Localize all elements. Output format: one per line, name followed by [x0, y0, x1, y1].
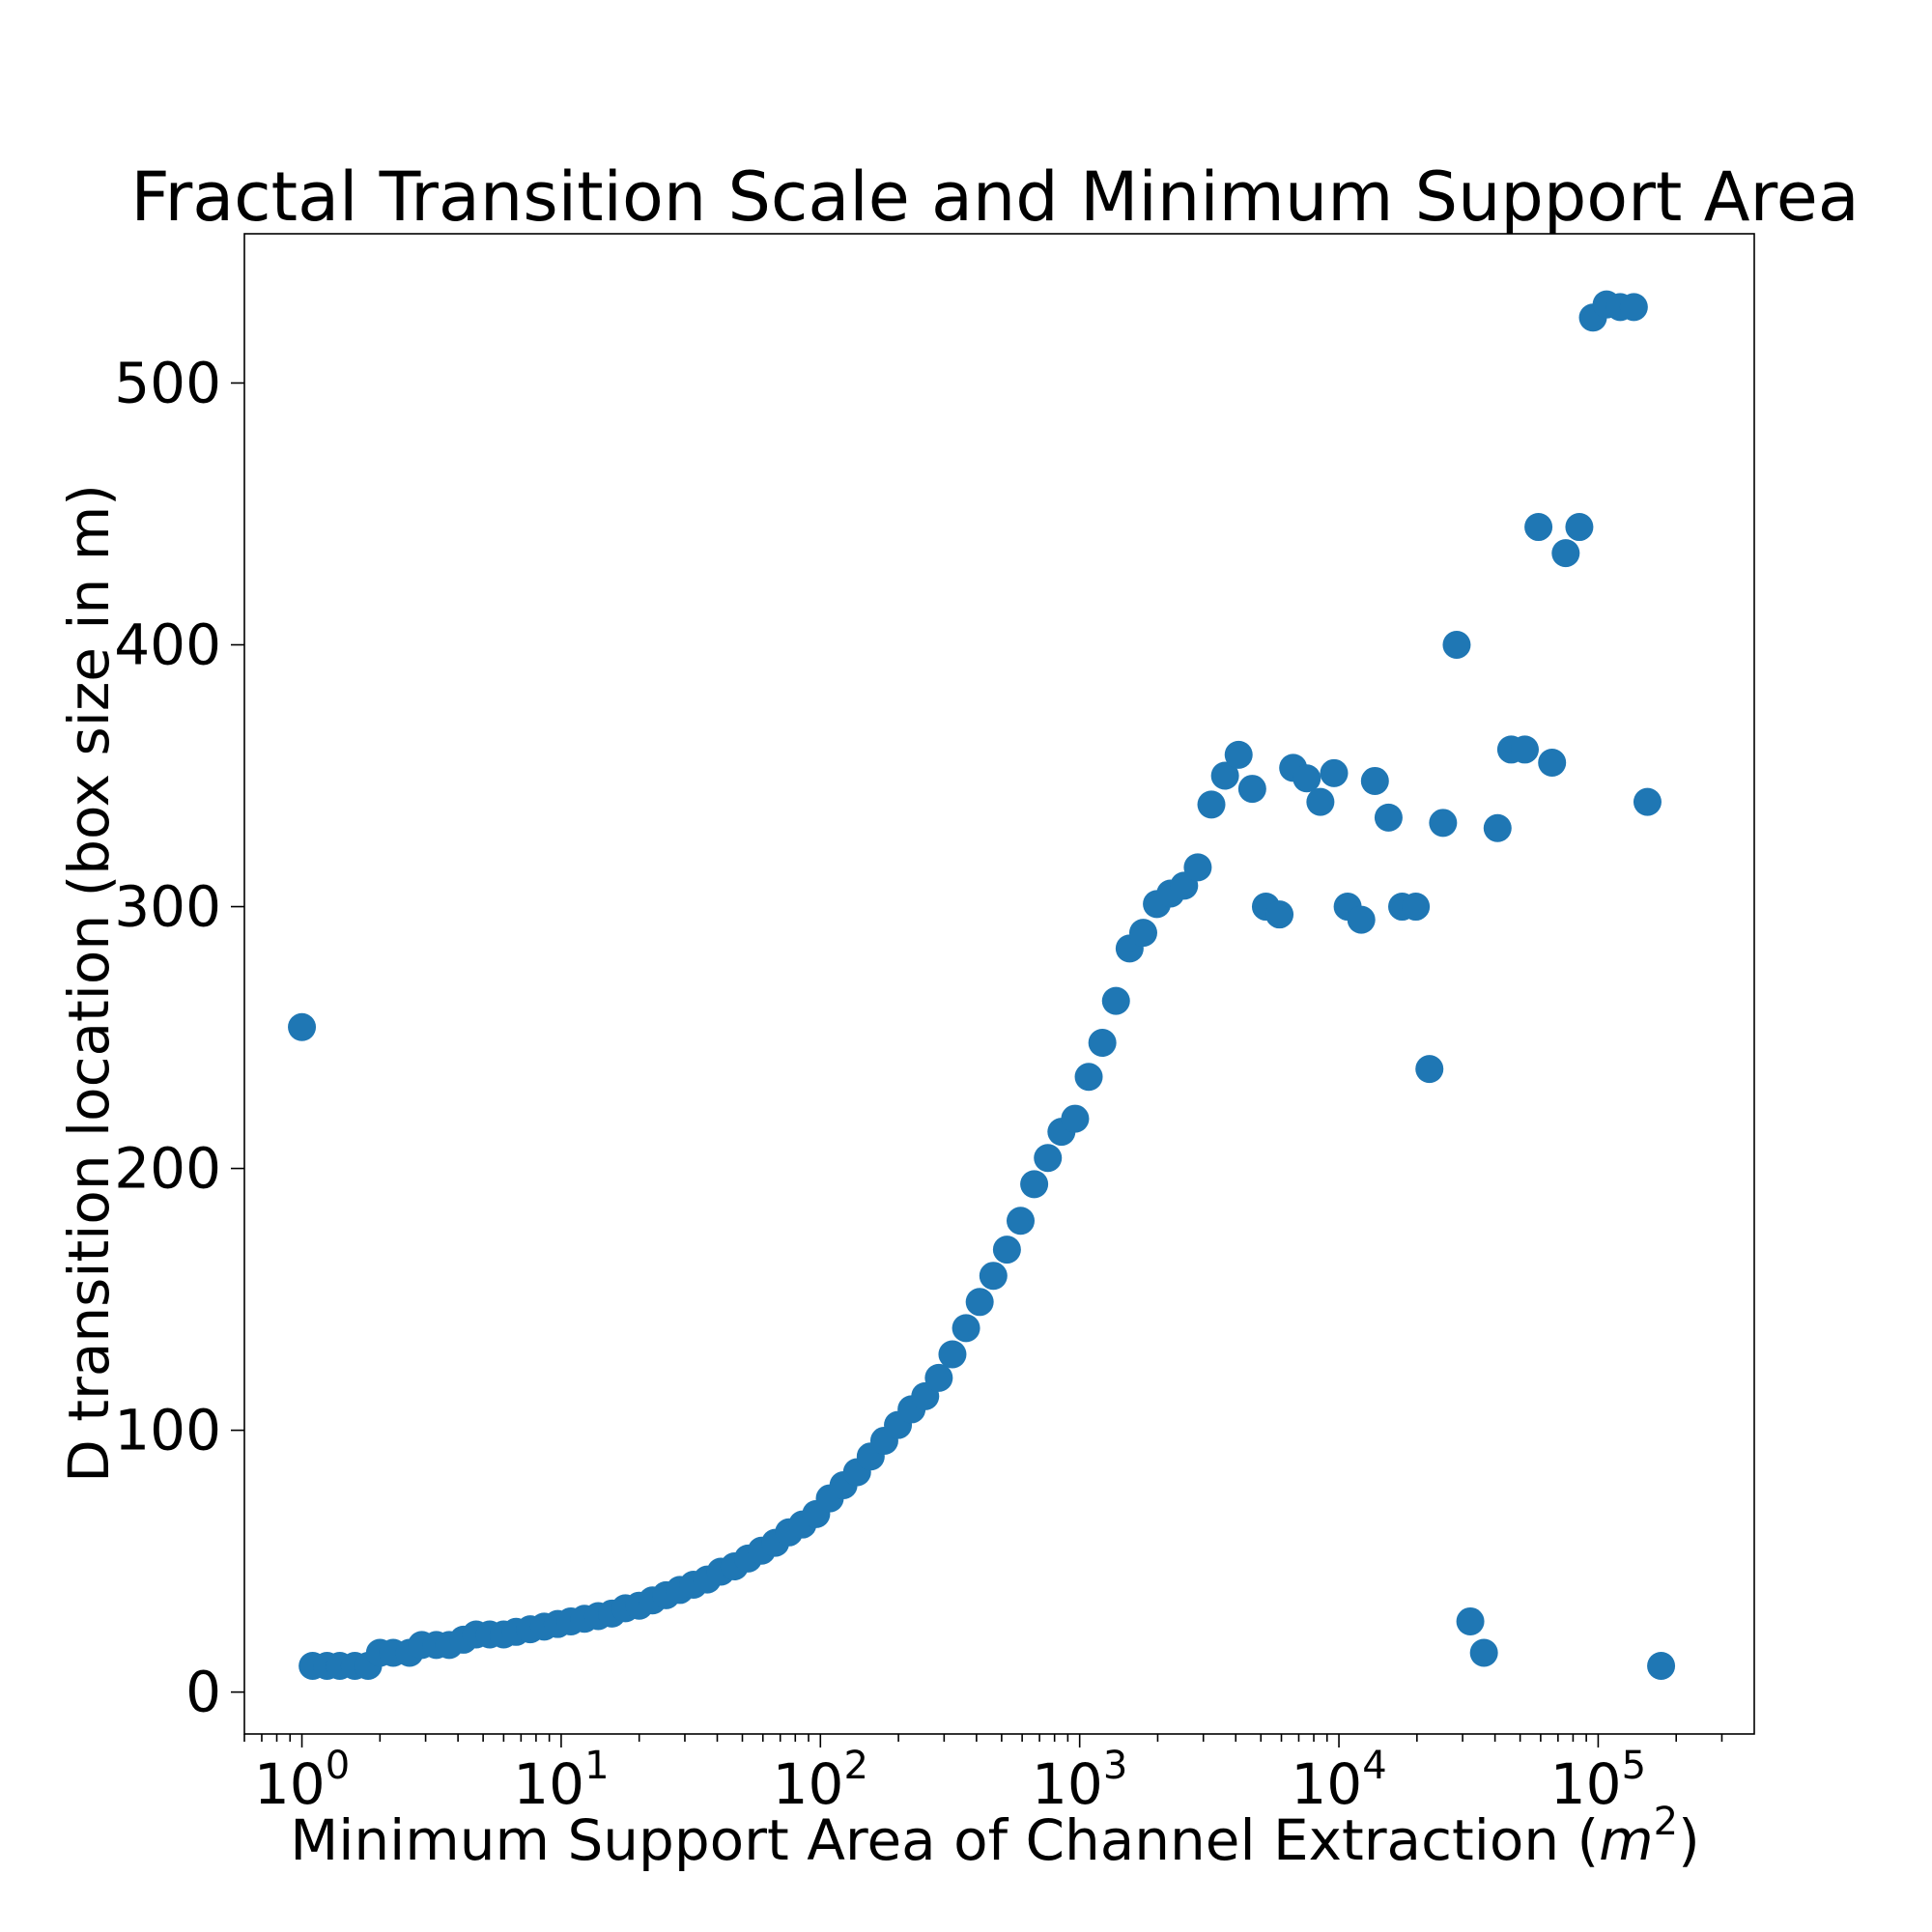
scatter-point — [1210, 761, 1239, 790]
scatter-point — [1456, 1606, 1485, 1635]
plot-area-frame — [243, 233, 1755, 1735]
chart-title: Fractal Transition Scale and Minimum Sup… — [130, 157, 1859, 237]
x-axis-ticks: 100 101 102 103 104 105 — [243, 1734, 1723, 1817]
y-tick-label: 0 — [185, 1660, 221, 1725]
scatter-point — [1510, 735, 1539, 764]
scatter-point — [1374, 803, 1403, 832]
y-axis-label: D transition location (box size in m) — [56, 484, 122, 1483]
scatter-point — [979, 1262, 1008, 1291]
y-axis-ticks: 0 100 200 300 400 500 — [114, 350, 244, 1725]
y-tick-label: 200 — [114, 1136, 221, 1202]
scatter-point — [1128, 919, 1157, 948]
scatter-point — [1483, 813, 1512, 842]
x-tick-label: 103 — [1032, 1744, 1127, 1817]
x-tick-label: 104 — [1291, 1744, 1386, 1817]
scatter-point — [1469, 1638, 1498, 1667]
x-axis-label-close: ) — [1678, 1807, 1700, 1873]
scatter-point — [1020, 1170, 1049, 1199]
x-axis-label-unit: m — [1599, 1807, 1654, 1873]
x-axis-label-text: Minimum Support Area of Channel Extracti… — [290, 1807, 1599, 1873]
scatter-point — [1034, 1144, 1063, 1173]
scatter-point — [1429, 809, 1458, 838]
scatter-point — [1061, 1104, 1090, 1133]
y-tick-label: 500 — [114, 350, 221, 415]
scatter-point — [1633, 787, 1662, 816]
scatter-point — [1524, 513, 1553, 542]
scatter-point — [1101, 986, 1130, 1015]
scatter-point — [965, 1288, 994, 1317]
scatter-point — [1237, 775, 1266, 804]
scatter-point — [1293, 764, 1321, 793]
scatter-point — [1538, 748, 1567, 777]
scatter-point — [1224, 740, 1253, 769]
scatter-point — [288, 1012, 317, 1041]
scatter-point — [1320, 758, 1349, 787]
x-tick-label: 101 — [513, 1744, 609, 1817]
scatter-point — [992, 1236, 1021, 1264]
scatter-point — [1565, 513, 1594, 542]
scatter-point — [1551, 539, 1580, 568]
scatter-point — [1647, 1652, 1676, 1681]
scatter-point — [1088, 1028, 1117, 1057]
x-tick-label: 105 — [1550, 1744, 1646, 1817]
scatter-point — [938, 1340, 967, 1369]
scatter-point — [1402, 893, 1431, 922]
data-points — [288, 290, 1676, 1681]
scatter-point — [1360, 766, 1389, 795]
scatter-point — [1619, 293, 1648, 322]
scatter-point — [1265, 900, 1294, 929]
scatter-point — [1442, 631, 1471, 660]
y-tick-label: 100 — [114, 1398, 221, 1463]
scatter-point — [1347, 905, 1376, 934]
scatter-point — [1183, 853, 1212, 882]
x-tick-label: 100 — [254, 1744, 350, 1817]
scatter-point — [1074, 1063, 1103, 1092]
scatter-point — [952, 1314, 980, 1343]
scatter-point — [1306, 787, 1335, 816]
y-tick-label: 300 — [114, 874, 221, 940]
x-axis-label: Minimum Support Area of Channel Extracti… — [290, 1800, 1700, 1873]
x-tick-label: 102 — [773, 1744, 868, 1817]
scatter-point — [1197, 790, 1226, 819]
scatter-point — [1415, 1055, 1444, 1084]
x-axis-label-unit-exponent: 2 — [1654, 1800, 1678, 1844]
y-tick-label: 400 — [114, 612, 221, 678]
scatter-point — [1007, 1207, 1036, 1236]
scatter-point — [924, 1363, 953, 1392]
